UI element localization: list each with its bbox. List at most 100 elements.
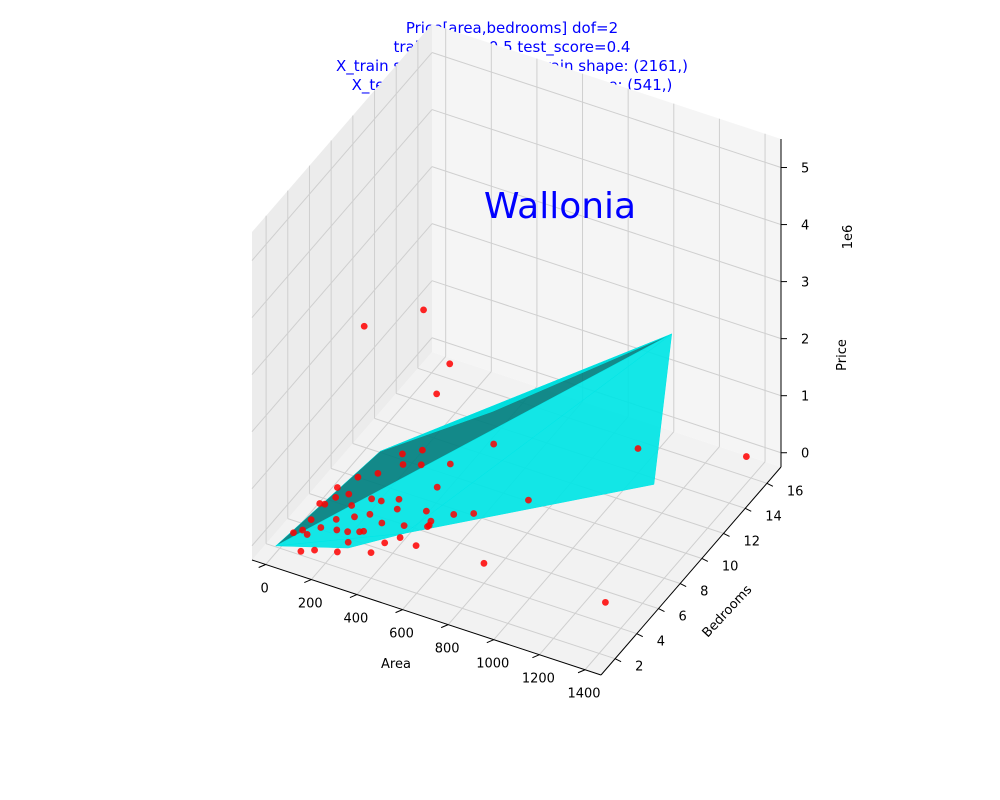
data-point	[307, 516, 315, 524]
data-point	[396, 534, 404, 541]
data-point	[377, 497, 385, 505]
data-point	[290, 529, 297, 537]
data-point	[333, 526, 341, 534]
axis-lines	[251, 139, 782, 676]
data-point	[417, 461, 425, 469]
data-point	[446, 360, 454, 368]
y-tick-mark	[744, 507, 752, 512]
data-point	[742, 453, 750, 460]
y-tick-label: 2	[635, 660, 643, 675]
gridline	[251, 280, 433, 490]
data-point	[399, 461, 407, 468]
gridline	[431, 223, 782, 340]
data-point	[470, 510, 478, 517]
x-tick-label: 1400	[567, 687, 600, 702]
left-pane	[252, 24, 432, 560]
gridline	[251, 52, 433, 261]
surface-facet	[275, 533, 405, 549]
gridline	[251, 166, 433, 375]
data-point	[316, 500, 324, 507]
x-tick-label: 800	[435, 642, 460, 657]
x-tick-label: 1200	[522, 672, 555, 687]
data-point	[348, 502, 356, 509]
gridline	[431, 109, 782, 226]
data-point	[433, 483, 441, 491]
y-tick-mark	[614, 658, 622, 663]
data-point	[378, 519, 386, 527]
z-tick-label: 0	[801, 447, 809, 462]
data-point	[351, 513, 358, 521]
data-point	[334, 484, 341, 491]
data-point	[333, 548, 341, 556]
data-point	[367, 549, 375, 557]
x-axis-line	[251, 559, 602, 676]
tick-labels: 0200400600800100012001400246810121416012…	[258, 162, 809, 702]
data-point	[332, 493, 340, 501]
data-point	[602, 598, 609, 606]
scatter-points	[290, 306, 750, 606]
x-tick-mark	[532, 654, 540, 659]
data-point	[480, 559, 488, 567]
data-point	[490, 440, 498, 448]
x-tick-label: 1000	[476, 657, 509, 672]
x-tick-mark	[349, 594, 358, 599]
z-offset-label: 1e6	[841, 225, 856, 250]
data-point	[321, 500, 329, 508]
gridline	[251, 223, 433, 432]
gridline	[251, 109, 433, 318]
x-tick-label: 400	[344, 612, 369, 627]
y-tick-mark	[679, 583, 687, 587]
data-point	[399, 450, 406, 458]
x-tick-mark	[486, 639, 494, 644]
regression-surface	[275, 333, 673, 549]
data-point	[297, 547, 305, 555]
data-point	[360, 527, 368, 535]
data-point	[344, 538, 352, 546]
data-point	[450, 511, 458, 518]
data-point	[360, 322, 368, 330]
data-point	[374, 469, 382, 477]
gridline	[539, 446, 720, 656]
data-point	[332, 515, 340, 523]
y-tick-mark	[636, 633, 644, 638]
y-tick-label: 6	[678, 610, 686, 625]
data-point	[425, 521, 433, 529]
gridline	[265, 543, 616, 660]
y-tick-label: 16	[787, 484, 804, 499]
y-tick-mark	[766, 482, 774, 487]
data-point	[368, 495, 376, 503]
data-point	[525, 496, 532, 504]
x-tick-label: 200	[298, 597, 323, 612]
z-tick-label: 1	[801, 390, 809, 405]
data-point	[412, 542, 420, 550]
y-tick-label: 4	[657, 635, 665, 650]
data-point	[420, 306, 427, 314]
gridline	[431, 52, 782, 168]
z-tick-label: 4	[801, 219, 809, 234]
data-point	[418, 446, 426, 454]
data-point	[311, 546, 318, 554]
data-point	[354, 473, 362, 481]
x-tick-mark	[395, 609, 403, 614]
z-tick-label: 5	[801, 162, 809, 177]
title-line: Price[area,bedrooms] dof=2	[406, 19, 618, 37]
gridline	[251, 337, 433, 547]
y-tick-label: 10	[722, 559, 739, 574]
y-tick-mark	[723, 532, 730, 537]
surface-facet	[404, 333, 673, 534]
data-point	[303, 531, 311, 538]
data-point	[400, 522, 408, 530]
y-tick-mark	[701, 558, 709, 562]
x-tick-mark	[304, 579, 312, 584]
gridline	[584, 461, 766, 671]
y-tick-mark	[658, 608, 665, 613]
z-tick-label: 2	[801, 333, 809, 348]
data-point	[422, 507, 430, 515]
data-point	[299, 526, 306, 534]
y-tick-label: 8	[700, 585, 708, 600]
data-point	[344, 528, 352, 536]
back-pane	[432, 24, 781, 467]
z-tick-label: 3	[801, 276, 809, 291]
y-axis-line	[600, 466, 782, 676]
